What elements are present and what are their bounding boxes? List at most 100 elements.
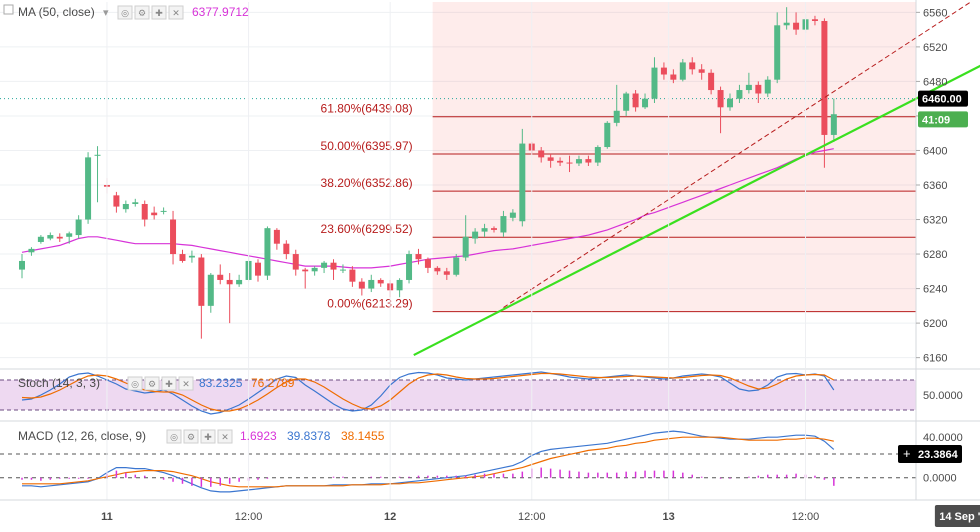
candle (66, 231, 73, 244)
price-badge (918, 90, 968, 107)
candle (651, 57, 658, 103)
channel-line[interactable] (503, 1, 971, 308)
price-axis-label: 6320 (923, 215, 947, 227)
settings-button[interactable] (183, 429, 199, 444)
candle-body (547, 157, 554, 161)
candle-body (85, 157, 92, 220)
eye-button[interactable] (127, 376, 143, 391)
candle-body (255, 262, 261, 276)
macd-legend-label: MACD (12, 26, close, 9) (18, 429, 146, 443)
candle (698, 64, 705, 80)
settings-icon: ⚙ (138, 8, 146, 18)
price-axis-label: 6400 (923, 145, 947, 157)
candle-body (368, 279, 375, 289)
close-button[interactable] (178, 376, 194, 391)
candle (783, 7, 790, 30)
candle-body (226, 279, 233, 285)
candle (132, 198, 139, 207)
candle (330, 259, 337, 280)
candle (179, 249, 186, 263)
candle (708, 69, 715, 95)
time-axis-label: 12:00 (518, 511, 546, 523)
candle-body (500, 216, 507, 233)
price-axis-label: 6280 (923, 249, 947, 261)
candle (396, 278, 403, 298)
ma-legend: MA (50, close) ▾ ◎ ⚙ ✚ ✕ 6377.9712 (3, 4, 249, 20)
candle (113, 191, 120, 213)
add-button[interactable] (151, 5, 167, 20)
candle (141, 200, 148, 227)
candle-body (424, 259, 431, 268)
candle (283, 240, 290, 260)
settings-icon: ⚙ (148, 379, 156, 389)
candle (566, 155, 573, 173)
time-axis-label: 11 (101, 511, 113, 523)
time-axis-label: 12:00 (792, 511, 820, 523)
fib-level-label: 38.20%(6352.86) (321, 176, 413, 190)
candle (188, 250, 195, 263)
candle (745, 72, 752, 94)
legends: MA (50, close) ▾ ◎ ⚙ ✚ ✕ 6377.9712 Stoch (14, 3… (3, 4, 385, 444)
candle-body (170, 219, 177, 255)
candle-body (160, 210, 167, 212)
candle (821, 18, 828, 168)
candle (434, 266, 441, 275)
candle (585, 155, 592, 167)
settings-icon: ⚙ (187, 432, 195, 442)
time-axis-label: 12 (384, 511, 396, 523)
settings-button[interactable] (144, 376, 160, 391)
candle-body (179, 254, 186, 261)
add-button[interactable] (200, 429, 216, 444)
macd-line (22, 430, 835, 493)
price-badge-label: 41:09 (922, 114, 950, 126)
time-axis-label: 12:00 (235, 511, 263, 523)
candle (85, 152, 92, 224)
candle (226, 273, 233, 324)
candle-body (47, 235, 54, 239)
price-axis-label: 6520 (923, 42, 947, 54)
candle-body (604, 122, 611, 148)
candle (377, 278, 384, 287)
price-pane[interactable]: 61.80%(6439.08) 50.00%(6395.97) 38.20%(635… (0, 1, 980, 359)
ascending-trendline[interactable] (413, 32, 980, 357)
candle-body (509, 212, 516, 218)
candle (122, 200, 129, 213)
candle (151, 206, 158, 220)
candle-body (679, 62, 686, 80)
close-button[interactable] (168, 5, 184, 20)
candle-body (283, 243, 290, 255)
fib-retracement-area (432, 2, 916, 312)
candle-body (764, 79, 771, 94)
candle (273, 228, 280, 250)
macd-signal-value: 38.1455 (341, 429, 385, 443)
close-icon: ✕ (182, 379, 190, 389)
candle-body (311, 267, 318, 272)
candle-body (651, 67, 658, 99)
candle-body (113, 195, 120, 207)
candle-body (472, 231, 479, 239)
candle (406, 250, 413, 284)
candle-body (811, 19, 818, 21)
candle (660, 62, 667, 80)
candle-body (330, 262, 337, 270)
candle-body (151, 212, 158, 216)
add-button[interactable] (161, 376, 177, 391)
eye-button[interactable] (117, 5, 133, 20)
candle (207, 273, 214, 313)
settings-button[interactable] (134, 5, 150, 20)
candle-body (207, 274, 214, 306)
candle (453, 254, 460, 277)
candle (47, 232, 54, 241)
fib-level-label: 23.60%(6299.52) (321, 222, 413, 236)
fib-level-label: 50.00%(6395.97) (321, 139, 413, 153)
candle-body (122, 203, 129, 210)
candle-body (141, 203, 148, 220)
eye-button[interactable] (166, 429, 182, 444)
close-button[interactable] (217, 429, 233, 444)
collapse-checkbox[interactable] (3, 4, 14, 15)
candle (811, 15, 818, 26)
candle (170, 210, 177, 265)
stoch-d-line (21, 372, 835, 412)
